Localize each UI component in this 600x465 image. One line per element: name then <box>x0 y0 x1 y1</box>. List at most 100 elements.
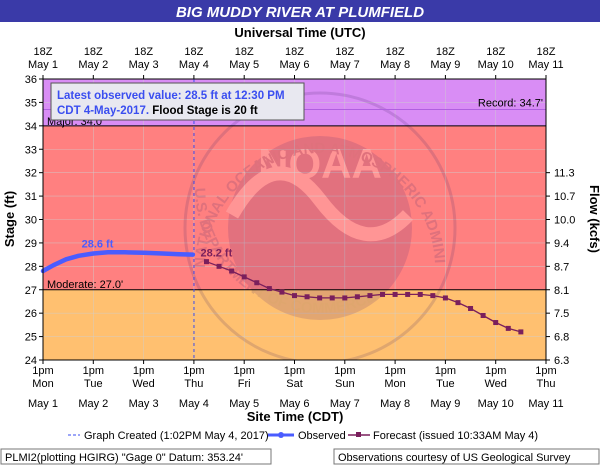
legend-forecast: Forecast (issued 10:33AM May 4) <box>373 430 538 442</box>
forecast-point <box>468 305 474 311</box>
top-x-tick-time-label: 18Z <box>34 46 53 58</box>
info-flood-stage: Flood Stage is 20 ft <box>152 105 258 117</box>
footer-datum-text: PLMI2(plotting HGIRG) "Gage 0" Datum: 35… <box>5 452 243 464</box>
top-x-tick-date-label: May 10 <box>478 59 514 71</box>
x-tick-time-label: 1pm <box>83 365 104 377</box>
footer-right-box <box>333 448 600 465</box>
forecast-point <box>455 300 461 306</box>
x-tick-day-label: Sun <box>335 378 355 390</box>
x-tick-date-label: May 11 <box>528 398 563 410</box>
x-tick-day-label: Mon <box>384 378 405 390</box>
forecast-point <box>480 313 486 319</box>
x-tick-day-label: Fri <box>238 378 251 390</box>
y2-tick-label: 11.3 <box>554 168 575 180</box>
x-tick-date-label: May 6 <box>280 398 310 410</box>
top-x-tick-time-label: 18Z <box>184 46 203 58</box>
latest-observation-box: Latest observed value: 28.5 ft at 12:30 … <box>50 82 305 121</box>
x-tick-day-label: Sat <box>286 378 303 390</box>
record-stage-label: Record: 34.7' <box>478 97 543 109</box>
x-tick-date-label: May 5 <box>229 398 259 410</box>
legend: Graph Created (1:02PM May 4, 2017) Obser… <box>68 430 538 442</box>
forecast-point <box>430 293 436 299</box>
x-tick-time-label: 1pm <box>233 365 254 377</box>
x-tick-day-label: Thu <box>184 378 203 390</box>
top-x-tick-date-label: May 2 <box>78 59 108 71</box>
bottom-axis-label: Site Time (CDT) <box>247 409 344 424</box>
y-tick-label: 25 <box>25 332 37 344</box>
x-tick-day-label: Wed <box>132 378 154 390</box>
x-tick-date-label: May 9 <box>430 398 460 410</box>
forecast-point <box>380 291 386 297</box>
y-tick-label: 29 <box>25 238 37 250</box>
forecast-point <box>505 325 511 331</box>
x-tick-time-label: 1pm <box>133 365 154 377</box>
forecast-point <box>392 291 398 297</box>
y2-axis-label: Flow (kcfs) <box>587 185 600 253</box>
y2-tick-label: 8.7 <box>554 261 569 273</box>
footer-courtesy-text: Observations courtesy of US Geological S… <box>338 452 571 464</box>
x-tick-time-label: 1pm <box>334 365 355 377</box>
y-tick-label: 26 <box>25 308 37 320</box>
noaa-seal-center-text: NOAA <box>258 140 382 187</box>
forecast-first-label: 28.2 ft <box>200 248 232 260</box>
y-axis-label: Stage (ft) <box>2 191 17 247</box>
top-x-tick-date-label: May 6 <box>280 59 310 71</box>
forecast-point <box>493 320 499 326</box>
top-x-tick-date-label: May 5 <box>229 59 259 71</box>
forecast-point <box>229 268 235 274</box>
x-tick-time-label: 1pm <box>384 365 405 377</box>
x-tick-time-label: 1pm <box>485 365 506 377</box>
forecast-point <box>329 295 335 301</box>
y-tick-label: 34 <box>25 121 37 133</box>
x-tick-date-label: May 2 <box>78 398 108 410</box>
info-line-1: Latest observed value: 28.5 ft at 12:30 … <box>57 90 285 102</box>
y2-tick-label: 10.0 <box>554 215 575 227</box>
top-x-tick-time-label: 18Z <box>335 46 354 58</box>
x-tick-date-label: May 4 <box>179 398 209 410</box>
top-x-tick-date-label: May 1 <box>28 59 58 71</box>
top-x-tick-time-label: 18Z <box>386 46 405 58</box>
info-date: CDT 4-May-2017 <box>57 105 146 117</box>
x-tick-day-label: Wed <box>484 378 506 390</box>
forecast-point <box>417 291 423 297</box>
y-tick-label: 30 <box>25 215 37 227</box>
top-x-tick-date-label: May 3 <box>129 59 159 71</box>
top-x-tick-time-label: 18Z <box>436 46 455 58</box>
x-tick-day-label: Thu <box>537 378 556 390</box>
x-tick-time-label: 1pm <box>284 365 305 377</box>
forecast-point <box>405 291 411 297</box>
forecast-point <box>317 295 323 301</box>
moderate-stage-label: Moderate: 27.0' <box>47 279 123 291</box>
x-tick-date-label: May 7 <box>330 398 360 410</box>
forecast-point <box>203 259 209 265</box>
y-tick-label: 27 <box>25 285 37 297</box>
x-tick-day-label: Tue <box>436 378 455 390</box>
observed-peak-label: 28.6 ft <box>82 238 114 250</box>
top-x-tick-time-label: 18Z <box>537 46 556 58</box>
info-line-2: CDT 4-May-2017. Flood Stage is 20 ft <box>57 105 258 117</box>
footer-left-box <box>0 448 272 465</box>
forecast-point <box>354 294 360 300</box>
forecast-point <box>304 294 310 300</box>
y2-tick-label: 7.5 <box>554 308 569 320</box>
x-tick-date-label: May 3 <box>129 398 159 410</box>
forecast-point <box>292 293 297 299</box>
y2-tick-label: 8.1 <box>554 285 569 297</box>
top-x-tick-date-label: May 7 <box>330 59 360 71</box>
y-tick-label: 24 <box>25 355 37 367</box>
forecast-point <box>442 295 448 301</box>
y-tick-label: 31 <box>25 191 37 203</box>
top-x-tick-date-label: May 11 <box>528 59 563 71</box>
forecast-point <box>518 329 524 335</box>
forecast-point <box>254 280 260 286</box>
forecast-point <box>216 263 222 269</box>
y-tick-label: 32 <box>25 168 37 180</box>
top-x-tick-time-label: 18Z <box>486 46 505 58</box>
x-tick-day-label: Mon <box>32 378 53 390</box>
top-axis-label: Universal Time (UTC) <box>234 25 365 40</box>
y-tick-label: 36 <box>25 74 37 86</box>
top-x-tick-time-label: 18Z <box>134 46 153 58</box>
y2-tick-label: 6.8 <box>554 332 569 344</box>
top-x-tick-date-label: May 8 <box>380 59 410 71</box>
